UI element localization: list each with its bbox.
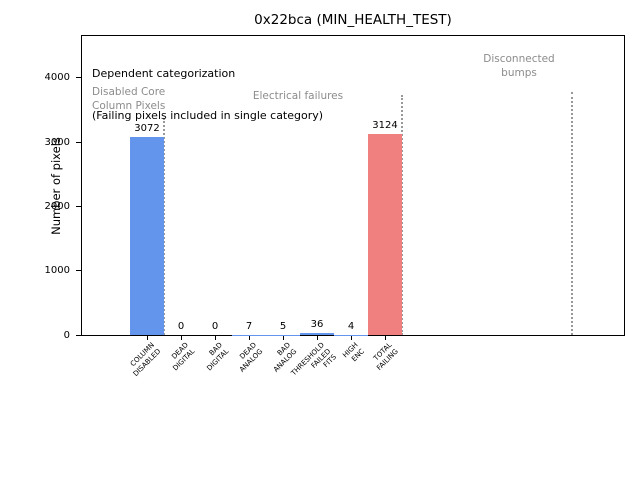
x-tick-mark — [282, 336, 284, 340]
x-tick-mark — [214, 336, 216, 340]
y-tick-label: 4000 — [44, 72, 70, 84]
bar-value-label: 0 — [211, 321, 219, 332]
annotation-electrical-failures: Electrical failures — [252, 90, 344, 102]
bar-value-label: 5 — [279, 320, 287, 332]
y-tick-mark — [76, 141, 81, 143]
x-tick-label: DEAD DIGITAL — [169, 341, 196, 373]
x-tick-label: BAD DIGITAL — [204, 341, 230, 373]
bar-value-label: 7 — [245, 320, 253, 332]
x-tick-mark — [248, 336, 250, 340]
annotation-dependent-categorization: Dependent categorization (Failing pixels… — [92, 42, 323, 147]
annotation-disabled-core-column-pixels: Disabled Core Column Pixels — [92, 86, 166, 112]
bar-value-label: 3124 — [372, 120, 398, 132]
group-separator-line — [571, 92, 573, 335]
y-tick-label: 0 — [63, 329, 70, 341]
x-tick-mark — [180, 336, 182, 340]
bar-column-disabled — [130, 137, 164, 335]
x-tick-mark — [316, 336, 318, 340]
y-tick-mark — [76, 77, 81, 79]
y-axis-label: Number of pixels — [49, 137, 63, 235]
bar-value-label: 4 — [347, 320, 355, 332]
x-tick-mark — [384, 336, 386, 340]
bar-value-label: 0 — [177, 321, 185, 332]
x-tick-mark — [350, 336, 352, 340]
y-tick-label: 3000 — [44, 136, 70, 148]
annotation-line-2: (Failing pixels included in single categ… — [92, 109, 324, 122]
x-tick-label: THRESHOLD FAILED FITS — [289, 341, 338, 378]
group-separator-line — [163, 118, 165, 335]
bar-value-label: 3072 — [134, 123, 160, 135]
plot-area: 3072 0 0 7 5 36 4 3124 Dependent categorization… — [81, 35, 625, 336]
x-tick-label: TOTAL FAILING — [372, 341, 400, 372]
x-tick-label: DEAD ANALOG — [237, 341, 264, 374]
x-tick-label: HIGH ENC — [341, 341, 366, 363]
annotation-disconnected-bumps: Disconnected bumps — [483, 53, 555, 79]
y-tick-mark — [76, 334, 81, 336]
chart-title: 0x22bca (MIN_HEALTH_TEST) — [254, 12, 452, 28]
annotation-line-1: Dependent categorization — [92, 67, 236, 80]
group-separator-line — [401, 95, 403, 335]
y-tick-label: 2000 — [44, 200, 70, 212]
bar-threshold-failed-fits — [300, 332, 334, 335]
y-tick-label: 1000 — [44, 265, 70, 277]
x-tick-mark — [146, 336, 148, 340]
x-tick-label: COLUMN DISABLED — [128, 341, 162, 378]
bar-value-label: 36 — [310, 318, 324, 330]
bar-total-failing — [368, 134, 402, 335]
y-tick-mark — [76, 270, 81, 272]
y-tick-mark — [76, 205, 81, 207]
